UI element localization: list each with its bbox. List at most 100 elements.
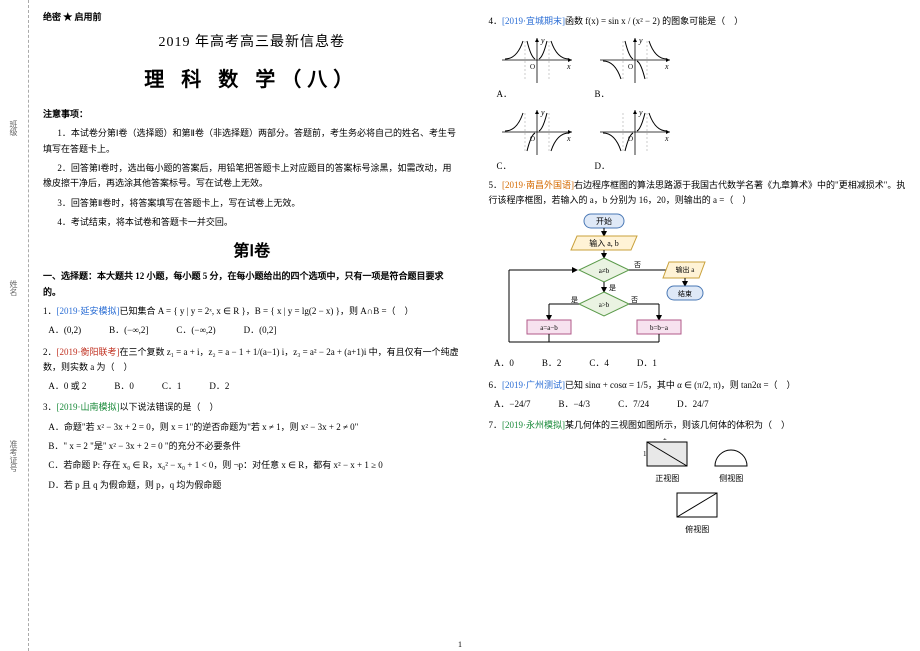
svg-text:1: 1 — [643, 450, 647, 458]
q7-text: 某几何体的三视图如图所示，则该几何体的体积为（ ） — [565, 420, 790, 430]
graph-b-svg: x y O — [595, 33, 675, 87]
notice-item: 2．回答第Ⅰ卷时，选出每小题的答案后，用铅笔把答题卡上对应题目的答案标号涂黑，如… — [43, 161, 461, 192]
secret-label: 绝密 ★ 启用前 — [43, 10, 461, 25]
q6-opt-d: D．24/7 — [677, 397, 709, 412]
q4-num: 4． — [489, 16, 503, 26]
q4-text: 函数 f(x) = sin x / (x² − 2) 的图象可能是（ ） — [565, 16, 743, 26]
q4-graphs-row2: x y O C． x — [497, 105, 907, 174]
margin-text-1: 班级 — [8, 120, 19, 136]
svg-text:是: 是 — [571, 296, 578, 304]
margin-text-3: 准考证号 — [8, 440, 19, 472]
q1-tag: [2019·延安模拟] — [57, 306, 120, 316]
svg-text:O: O — [628, 63, 633, 71]
svg-text:输入 a, b: 输入 a, b — [589, 238, 619, 248]
q4-label-b: B． — [595, 87, 610, 102]
left-column: 绝密 ★ 启用前 2019 年高考高三最新信息卷 理 科 数 学（八） 注意事项… — [29, 0, 475, 651]
q6-tag: [2019·广州测试] — [502, 380, 565, 390]
q2-opt-c: C．1 — [162, 379, 182, 394]
q1-opt-a: A．(0,2) — [48, 323, 81, 338]
q1-text: 已知集合 A = { y | y = 2ˣ, x ∈ R }，B = { x |… — [120, 306, 414, 316]
flowchart-svg: 开始 输入 a, b a≠b 是 a>b 是 a=a — [489, 212, 709, 352]
binding-margin: 班级 姓名 准考证号 — [0, 0, 29, 651]
q6-num: 6． — [489, 380, 503, 390]
q5-flowchart: 开始 输入 a, b a≠b 是 a>b 是 a=a — [489, 212, 907, 352]
q5-tag: [2019·南昌外国语] — [502, 180, 574, 190]
question-6: 6．[2019·广州测试]已知 sinα + cosα = 1/5，其中 α ∈… — [489, 378, 907, 393]
q5-opt-d: D．1 — [637, 356, 657, 371]
svg-text:x: x — [566, 134, 571, 143]
notice-heading: 注意事项： — [43, 107, 461, 122]
svg-text:开始: 开始 — [596, 216, 612, 226]
q5-options: A．0 B．2 C．4 D．1 — [494, 356, 906, 371]
graph-d-svg: x y O — [595, 105, 675, 159]
svg-text:y: y — [638, 36, 643, 45]
svg-text:输出 a: 输出 a — [675, 265, 695, 274]
q5-opt-b: B．2 — [542, 356, 562, 371]
q4-label-d: D． — [595, 159, 611, 174]
section-1-instr: 一、选择题：本大题共 12 小题，每小题 5 分，在每小题给出的四个选项中，只有… — [43, 269, 461, 300]
svg-text:结束: 结束 — [678, 289, 692, 298]
side-view-svg — [711, 438, 751, 472]
svg-text:O: O — [530, 135, 535, 143]
q1-num: 1． — [43, 306, 57, 316]
q5-opt-a: A．0 — [494, 356, 514, 371]
q7-num: 7． — [489, 420, 503, 430]
notice-item: 4．考试结束，将本试卷和答题卡一并交回。 — [43, 215, 461, 230]
notice-item: 3．回答第Ⅱ卷时，将答案填写在答题卡上，写在试卷上无效。 — [43, 196, 461, 211]
question-5: 5．[2019·南昌外国语]右边程序框图的算法思路源于我国古代数学名著《九章算术… — [489, 178, 907, 209]
svg-text:x: x — [566, 62, 571, 71]
q3-num: 3． — [43, 402, 57, 412]
notice-item: 1．本试卷分第Ⅰ卷（选择题）和第Ⅱ卷（非选择题）两部分。答题前，考生务必将自己的… — [43, 126, 461, 157]
notice-block: 1．本试卷分第Ⅰ卷（选择题）和第Ⅱ卷（非选择题）两部分。答题前，考生务必将自己的… — [43, 126, 461, 230]
q3-opt-d: D．若 p 且 q 为假命题，则 p，q 均为假命题 — [48, 478, 460, 493]
margin-text-2: 姓名 — [8, 280, 19, 296]
svg-text:否: 否 — [631, 296, 638, 304]
graph-c-svg: x y O — [497, 105, 577, 159]
question-1: 1．[2019·延安模拟]已知集合 A = { y | y = 2ˣ, x ∈ … — [43, 304, 461, 319]
question-7: 7．[2019·永州模拟]某几何体的三视图如图所示，则该几何体的体积为（ ） — [489, 418, 907, 433]
q4-graph-a: x y O A． — [497, 33, 577, 102]
q4-label-a: A． — [497, 87, 513, 102]
q6-opt-b: B．−4/3 — [558, 397, 590, 412]
q4-graph-b: x y O B． — [595, 33, 675, 102]
svg-text:O: O — [530, 63, 535, 71]
svg-text:O: O — [628, 135, 633, 143]
q5-opt-c: C．4 — [589, 356, 609, 371]
side-view-label: 侧视图 — [711, 472, 751, 486]
exam-title-line1: 2019 年高考高三最新信息卷 — [43, 31, 461, 55]
svg-text:x: x — [664, 134, 669, 143]
svg-text:x: x — [664, 62, 669, 71]
front-view-label: 正视图 — [643, 472, 691, 486]
svg-text:a=a−b: a=a−b — [540, 324, 558, 332]
q6-opt-a: A．−24/7 — [494, 397, 531, 412]
q6-opt-c: C．7/24 — [618, 397, 649, 412]
svg-text:b=b−a: b=b−a — [649, 324, 668, 332]
right-column: 4．[2019·宜城期末]函数 f(x) = sin x / (x² − 2) … — [475, 0, 920, 651]
q1-opt-d: D．(0,2] — [244, 323, 277, 338]
svg-text:a≠b: a≠b — [598, 267, 609, 275]
exam-title-line2: 理 科 数 学（八） — [43, 63, 461, 97]
q7-views: 2 1 正视图 侧视图 — [489, 438, 907, 486]
side-view: 侧视图 — [711, 438, 751, 486]
q7-tag: [2019·永州模拟] — [502, 420, 565, 430]
q7-views-2: 1 俯视图 — [489, 489, 907, 537]
q2-opt-a: A．0 或 2 — [48, 379, 86, 394]
q4-tag: [2019·宜城期末] — [502, 16, 565, 26]
svg-text:y: y — [638, 108, 643, 117]
q5-num: 5． — [489, 180, 503, 190]
q3-opt-b: B．" x = 2 "是" x² − 3x + 2 = 0 "的充分不必要条件 — [48, 439, 460, 454]
q6-text: 已知 sinα + cosα = 1/5，其中 α ∈ (π/2, π)，则 t… — [565, 380, 796, 390]
top-view-svg: 1 — [673, 489, 721, 523]
svg-text:否: 否 — [634, 261, 641, 269]
question-4: 4．[2019·宜城期末]函数 f(x) = sin x / (x² − 2) … — [489, 14, 907, 29]
q4-graphs-row1: x y O A． x — [497, 33, 907, 102]
section-1-title: 第Ⅰ卷 — [43, 238, 461, 265]
svg-text:是: 是 — [609, 284, 616, 292]
q1-opt-c: C．(−∞,2) — [176, 323, 215, 338]
front-view-svg: 2 1 — [643, 438, 691, 472]
top-view-label: 俯视图 — [673, 523, 721, 537]
q4-graph-c: x y O C． — [497, 105, 577, 174]
svg-text:a>b: a>b — [598, 301, 609, 309]
q6-options: A．−24/7 B．−4/3 C．7/24 D．24/7 — [494, 397, 906, 412]
question-3: 3．[2019·山南模拟]以下说法错误的是（ ） — [43, 400, 461, 415]
